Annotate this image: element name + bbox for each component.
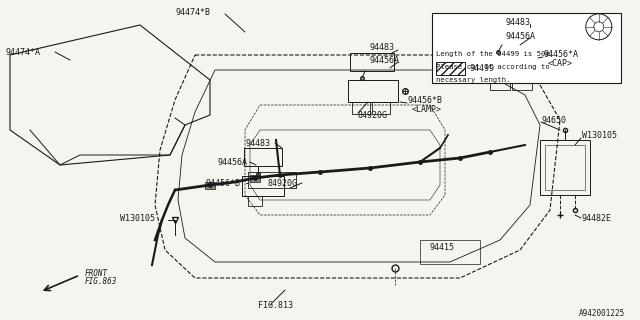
Bar	[488, 27, 532, 45]
Text: <LAMP>: <LAMP>	[412, 105, 442, 114]
Text: Length of the 94499 is 50m.: Length of the 94499 is 50m.	[436, 51, 554, 57]
Text: 94474*A: 94474*A	[5, 47, 40, 57]
Bar	[352, 102, 370, 114]
Text: A942001225: A942001225	[579, 309, 625, 318]
Text: 94483: 94483	[370, 43, 395, 52]
Bar	[512, 78, 532, 90]
Bar	[486, 54, 538, 78]
Text: 94483: 94483	[246, 139, 271, 148]
Bar	[250, 174, 260, 181]
Bar	[372, 102, 390, 114]
Bar	[242, 176, 284, 196]
Bar	[490, 78, 510, 90]
Text: W130105: W130105	[120, 213, 155, 222]
Text: <CAP>: <CAP>	[548, 59, 573, 68]
Text: Please cut it according to: Please cut it according to	[436, 64, 550, 70]
Text: 94456A: 94456A	[218, 157, 248, 166]
Text: 94415: 94415	[430, 243, 455, 252]
Text: 84920G: 84920G	[358, 110, 388, 119]
Text: necessary length.: necessary length.	[436, 77, 510, 83]
Bar	[248, 172, 296, 188]
Text: 94456A: 94456A	[505, 31, 535, 41]
Bar	[348, 80, 398, 102]
Text: 94456*B: 94456*B	[205, 179, 240, 188]
Text: FRONT: FRONT	[85, 268, 108, 277]
Bar	[244, 148, 282, 166]
Text: 94650: 94650	[542, 116, 567, 124]
Text: 94474*B: 94474*B	[175, 7, 210, 17]
Text: FIG.813: FIG.813	[258, 301, 293, 310]
Text: FIG.863: FIG.863	[85, 276, 117, 285]
Bar	[540, 140, 590, 195]
Bar	[432, 13, 621, 83]
Bar	[545, 145, 585, 190]
Text: 94482E: 94482E	[582, 213, 612, 222]
Text: 94456A: 94456A	[370, 55, 400, 65]
Bar	[350, 53, 394, 71]
Text: 84920G: 84920G	[268, 179, 298, 188]
Text: 94499: 94499	[469, 64, 494, 73]
Text: 94456*B: 94456*B	[408, 95, 443, 105]
Text: 94456*A: 94456*A	[544, 50, 579, 59]
Bar	[420, 240, 480, 264]
Text: W130105: W130105	[582, 131, 617, 140]
Bar	[436, 62, 465, 75]
Text: 94483: 94483	[505, 18, 530, 27]
Bar	[248, 196, 262, 206]
Bar	[205, 181, 215, 188]
